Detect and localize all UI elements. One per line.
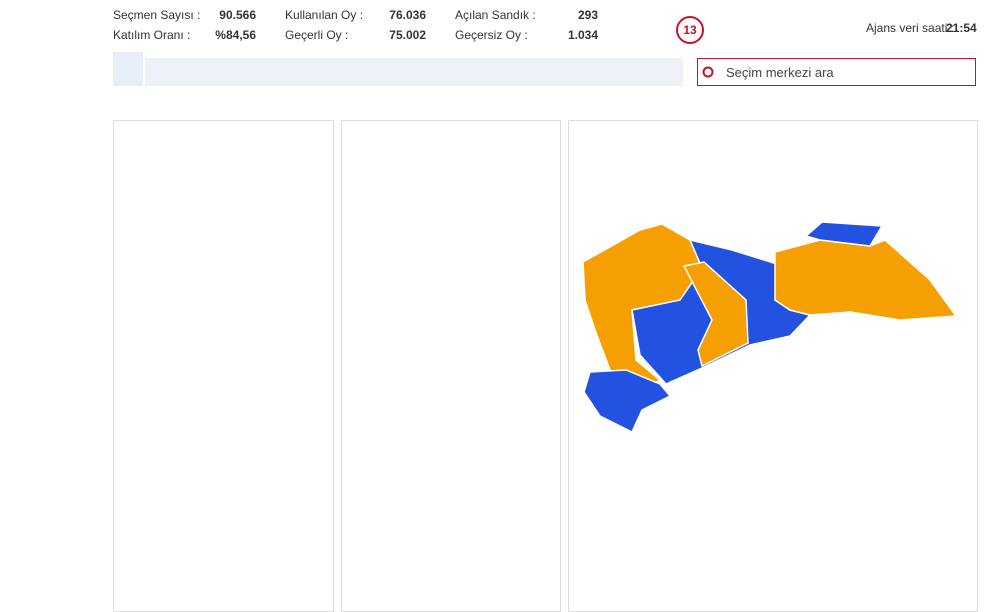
region: [775, 240, 956, 320]
badge-ring: [677, 17, 703, 43]
search-icon: [704, 68, 713, 77]
